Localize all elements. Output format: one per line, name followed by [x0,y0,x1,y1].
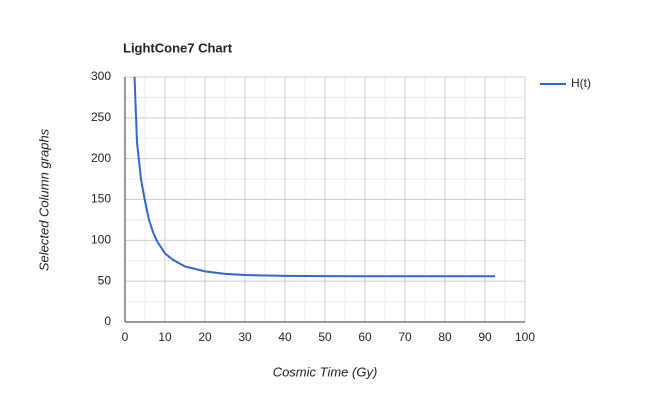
y-tick-label: 300 [91,69,111,83]
x-tick-label: 20 [198,330,212,344]
y-tick-label: 100 [91,233,111,247]
x-tick-label: 0 [122,330,129,344]
y-tick-label: 50 [98,273,112,287]
x-tick-label: 40 [278,330,292,344]
y-tick-label: 0 [104,314,111,328]
x-axis-label: Cosmic Time (Gy) [273,364,378,379]
x-tick-label: 80 [438,330,452,344]
x-tick-label: 10 [158,330,172,344]
x-tick-label: 50 [318,330,332,344]
y-axis-label: Selected Column graphs [36,128,51,271]
x-tick-label: 30 [238,330,252,344]
x-tick-label: 100 [515,330,535,344]
y-tick-label: 150 [91,192,111,206]
x-tick-label: 70 [398,330,412,344]
x-tick-label: 60 [358,330,372,344]
chart-title: LightCone7 Chart [123,40,233,55]
data-line [133,77,495,278]
y-tick-label: 250 [91,110,111,124]
legend-label: H(t) [571,76,591,90]
x-tick-label: 90 [478,330,492,344]
y-tick-label: 200 [91,151,111,165]
